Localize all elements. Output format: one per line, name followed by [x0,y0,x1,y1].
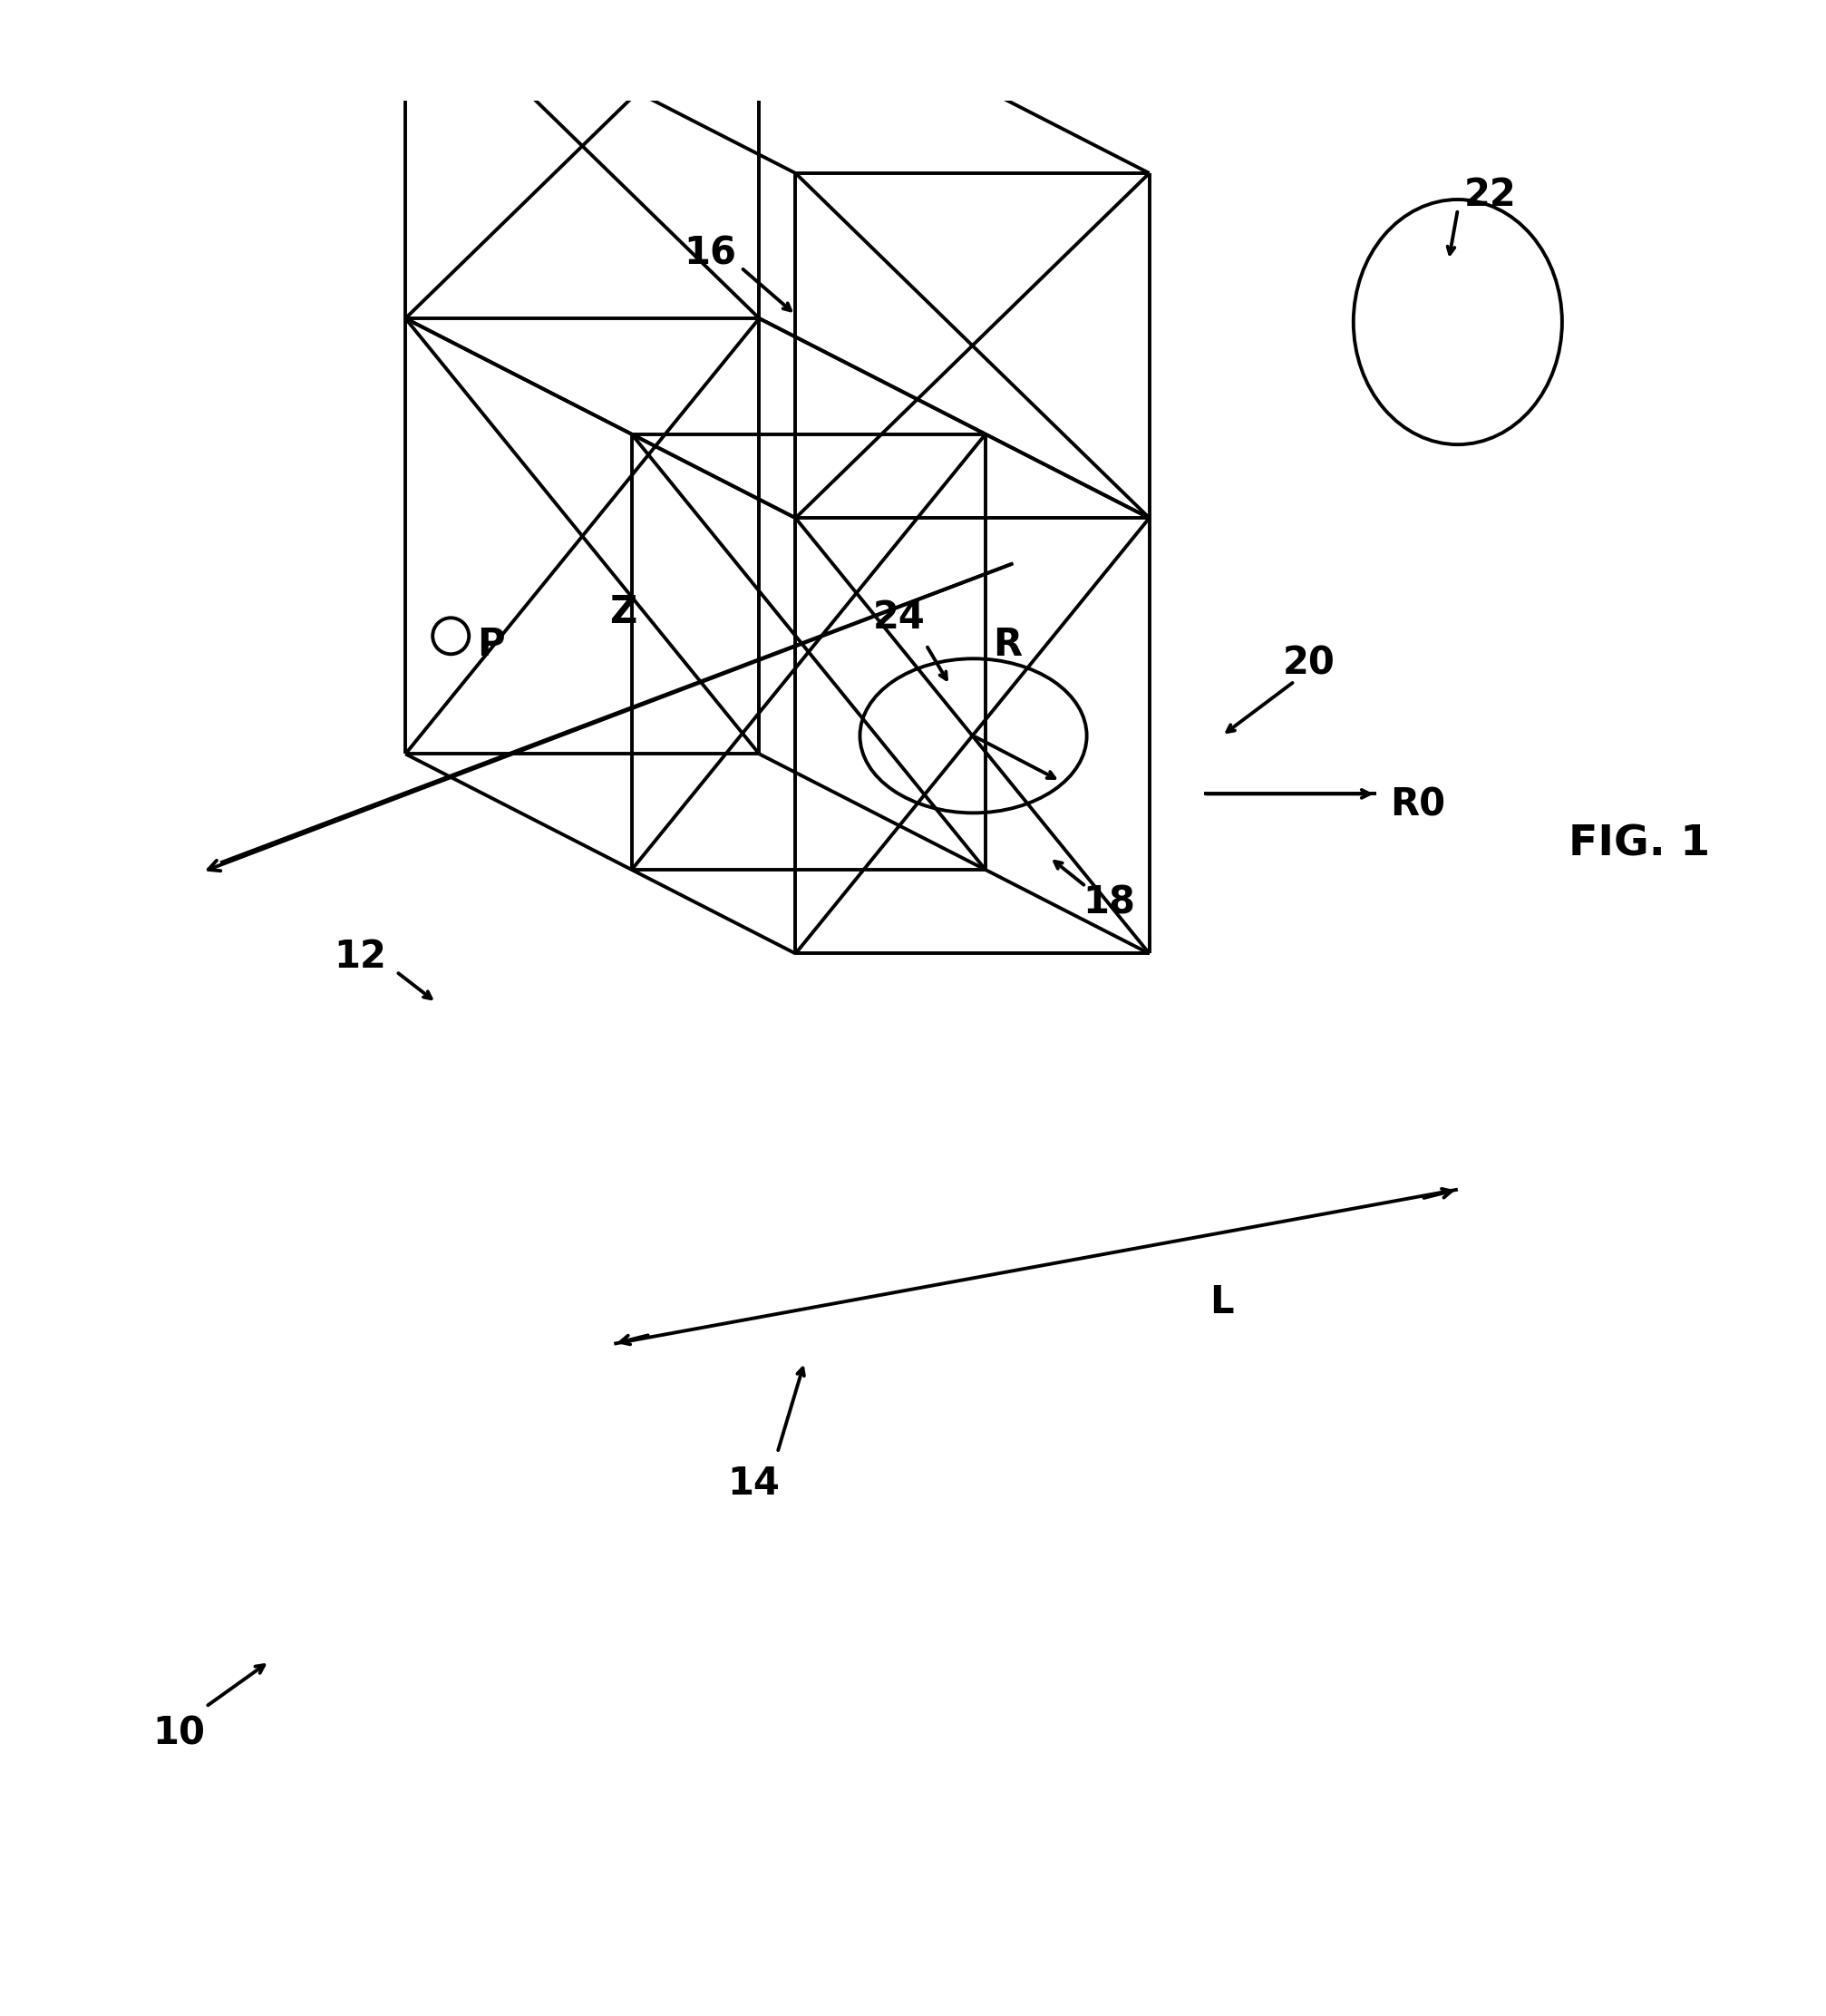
Text: 20: 20 [1282,645,1335,681]
Text: 24: 24 [873,599,924,637]
Text: 12: 12 [334,937,385,976]
Text: 16: 16 [683,234,736,272]
Text: L: L [1209,1282,1233,1320]
Text: R: R [993,627,1023,663]
Text: Z: Z [610,593,637,631]
Text: 10: 10 [152,1716,205,1754]
Text: 14: 14 [727,1464,780,1502]
Text: P: P [477,627,504,663]
Text: 22: 22 [1463,175,1516,214]
Text: R0: R0 [1390,786,1444,825]
Text: 18: 18 [1083,883,1136,921]
Text: FIG. 1: FIG. 1 [1569,825,1709,865]
